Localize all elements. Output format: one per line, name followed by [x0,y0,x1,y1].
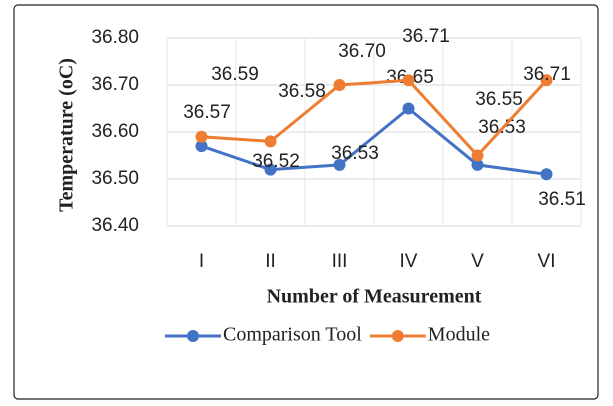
x-tick-label: I [199,251,204,272]
data-point [264,163,277,176]
series-line [201,106,547,176]
y-tick-label: 36.40 [91,215,139,236]
data-label: 36.70 [338,41,386,62]
data-label: 36.59 [211,64,259,85]
data-label: 36.71 [402,26,450,47]
data-point [402,102,415,115]
data-point [264,135,277,148]
data-label: 36.71 [523,64,571,85]
data-label: 36.58 [278,81,326,102]
x-tick-label: V [471,251,484,272]
legend-marker [391,330,404,342]
data-point [540,74,553,87]
data-point [333,79,346,91]
y-tick-label: 36.70 [91,74,139,95]
series-line [201,78,548,158]
legend-marker [187,330,199,342]
data-label: 36.53 [331,143,379,164]
data-point [540,168,553,181]
data-label: 36.55 [475,89,523,110]
data-label: 36.52 [252,151,300,172]
data-point [402,74,415,87]
data-label: 36.57 [183,102,231,123]
data-point [471,158,484,171]
data-label: 36.51 [538,189,586,210]
data-point [195,130,208,143]
data-point [195,140,208,153]
chart-frame [13,4,599,400]
x-tick-label: II [265,251,276,272]
x-tick-label: III [332,251,348,272]
legend-label: Comparison Tool [223,324,362,346]
data-point [471,149,484,162]
x-tick-label: VI [538,251,556,272]
y-tick-label: 36.60 [91,121,139,142]
y-axis-title: Temperature (oC) [56,58,78,212]
data-point [333,158,346,171]
y-tick-label: 36.50 [91,168,139,189]
y-tick-label: 36.80 [91,27,139,48]
x-tick-label: IV [400,251,418,272]
x-axis-title: Number of Measurement [267,286,482,308]
legend-label: Module [428,324,490,346]
